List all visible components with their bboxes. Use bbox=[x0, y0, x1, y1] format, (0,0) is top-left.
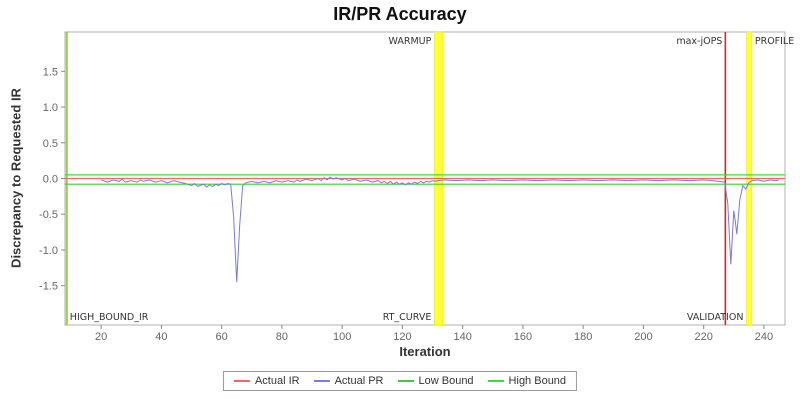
y-tick-label: 0.5 bbox=[43, 138, 58, 150]
y-tick-label: 1.0 bbox=[43, 102, 58, 114]
legend-item: High Bound bbox=[487, 375, 567, 387]
phase-label: WARMUP bbox=[388, 36, 431, 47]
x-tick-label: 240 bbox=[755, 331, 773, 343]
legend-swatch bbox=[397, 380, 414, 382]
phase-label: max-jOPS bbox=[676, 36, 722, 47]
legend: Actual IR Actual PR Low Bound High Bound bbox=[222, 371, 578, 391]
legend-label: Actual PR bbox=[334, 375, 384, 387]
legend-label: High Bound bbox=[508, 375, 567, 387]
legend-swatch bbox=[487, 380, 504, 382]
legend-item: Actual PR bbox=[313, 375, 384, 387]
phase-label: VALIDATION bbox=[687, 312, 744, 323]
x-tick-label: 80 bbox=[276, 331, 288, 343]
x-axis-label: Iteration bbox=[399, 344, 451, 359]
legend-item: Low Bound bbox=[397, 375, 474, 387]
y-tick-label: -1.5 bbox=[39, 281, 58, 293]
y-tick-label: -0.5 bbox=[39, 209, 58, 221]
y-tick-label: 0.0 bbox=[43, 174, 58, 186]
chart-title: IR/PR Accuracy bbox=[333, 4, 467, 24]
x-tick-label: 160 bbox=[514, 331, 532, 343]
legend-label: Low Bound bbox=[418, 375, 474, 387]
phase-label: HIGH_BOUND_IR bbox=[70, 312, 149, 323]
legend-label: Actual IR bbox=[254, 375, 300, 387]
x-tick-label: 40 bbox=[155, 331, 167, 343]
legend-swatch bbox=[233, 380, 250, 382]
plot-canvas: HIGH_BOUND_IR WARMUP RT_CURVE max-jOPS VALID… bbox=[39, 31, 794, 343]
x-tick-label: 180 bbox=[574, 331, 592, 343]
x-tick-label: 60 bbox=[216, 331, 228, 343]
y-tick-label: 1.5 bbox=[43, 66, 58, 78]
series-actual-pr bbox=[101, 176, 780, 283]
x-tick-label: 20 bbox=[95, 331, 107, 343]
legend-item: Actual IR bbox=[233, 375, 300, 387]
legend-swatch bbox=[313, 380, 330, 382]
x-tick-label: 220 bbox=[694, 331, 712, 343]
y-tick-label: -1.0 bbox=[39, 245, 58, 257]
phase-label: RT_CURVE bbox=[383, 312, 432, 323]
x-tick-label: 200 bbox=[634, 331, 652, 343]
y-axis-label: Discrepancy to Requested IR bbox=[8, 88, 24, 268]
phase-label: PROFILE bbox=[755, 36, 794, 47]
x-tick-label: 140 bbox=[453, 331, 471, 343]
x-tick-label: 120 bbox=[393, 331, 411, 343]
x-tick-label: 100 bbox=[333, 331, 351, 343]
